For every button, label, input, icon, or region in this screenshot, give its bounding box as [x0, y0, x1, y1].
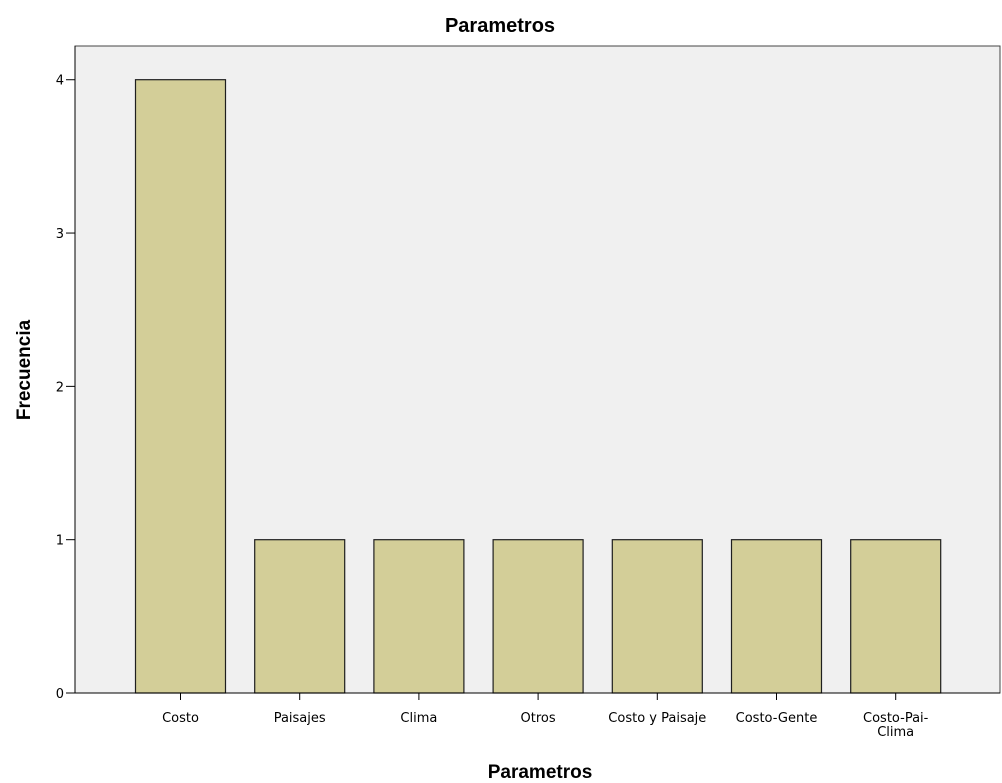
bar-costo-y-paisaje — [611, 539, 703, 694]
bar-otros — [492, 539, 584, 694]
x-tick-label: Costo-Gente — [736, 711, 818, 726]
x-axis-title: Parametros — [488, 762, 593, 783]
x-tick-label: Otros — [521, 711, 556, 726]
x-axis: Costo Paisajes Clima Otros Costo y Paisaje Co… — [75, 692, 1000, 740]
y-tick-label: 3 — [56, 227, 64, 242]
bar-clima — [373, 539, 465, 694]
x-tick-label: Paisajes — [274, 711, 326, 726]
y-tick-label: 1 — [56, 534, 64, 549]
bar-paisajes — [254, 539, 346, 694]
y-tick-label: 2 — [56, 380, 64, 395]
x-tick-label: Clima — [400, 711, 437, 726]
x-tick-label: Costo y Paisaje — [608, 711, 706, 726]
bar-costo-gente — [730, 539, 823, 694]
y-axis: 0 1 2 3 4 — [56, 46, 76, 702]
chart-title: Parametros — [445, 15, 555, 37]
y-axis-title: Frecuencia — [14, 319, 35, 420]
bar-costo-pai-clima — [850, 539, 942, 694]
x-tick-label: Costo — [162, 711, 199, 726]
x-tick-label: Costo-Pai-Clima — [863, 711, 929, 740]
bar-costo — [134, 79, 227, 694]
y-tick-label: 0 — [56, 687, 64, 702]
y-tick-label: 4 — [56, 74, 64, 89]
bars-group — [134, 79, 942, 694]
